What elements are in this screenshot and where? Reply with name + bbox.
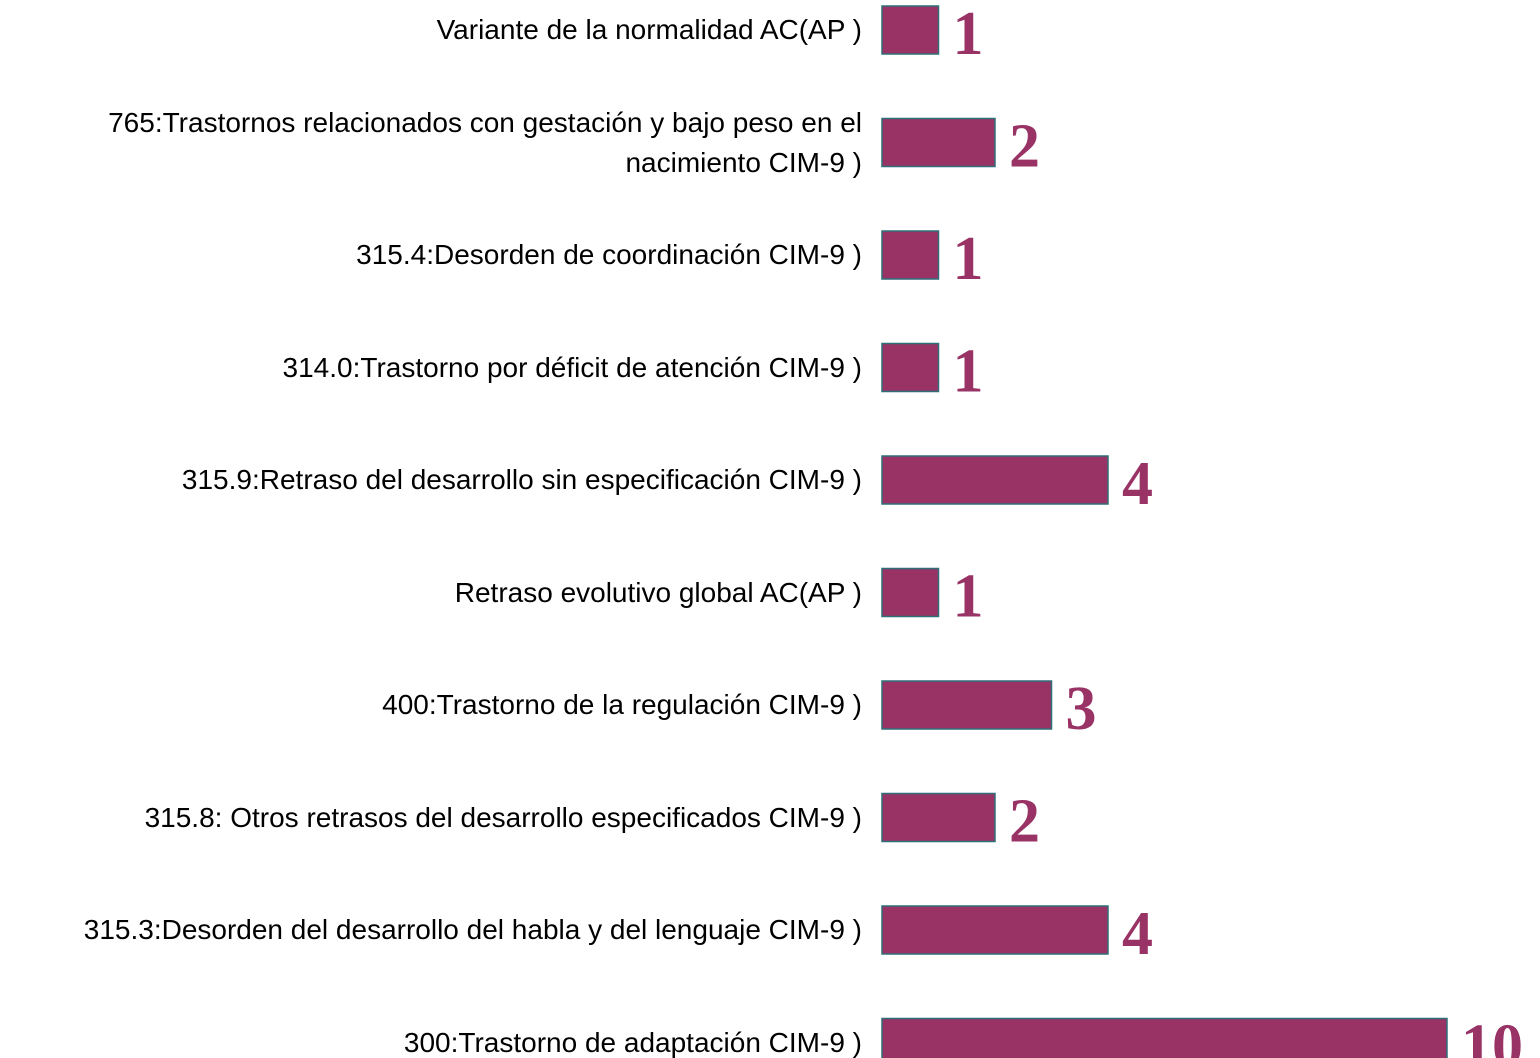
category-text: 765:Trastornos relacionados con gestació… <box>108 106 862 178</box>
category-label: 300:Trastorno de adaptación CIM-9 ) <box>0 998 862 1058</box>
category-label: 315.9:Retraso del desarrollo sin especif… <box>0 435 862 525</box>
value-label: 10 <box>1461 1013 1523 1058</box>
category-text: 400:Trastorno de la regulación CIM-9 ) <box>382 689 862 720</box>
category-text: 315.9:Retraso del desarrollo sin especif… <box>181 464 862 495</box>
bar <box>881 1017 1448 1058</box>
category-label: 400:Trastorno de la regulación CIM-9 ) <box>0 660 862 750</box>
category-text: 315.3:Desorden del desarrollo del habla … <box>83 914 862 945</box>
bar <box>881 117 996 168</box>
category-label: Variante de la normalidad AC(AP ) <box>0 0 862 75</box>
category-label: 315.3:Desorden del desarrollo del habla … <box>0 885 862 975</box>
category-label: 314.0:Trastorno por déficit de atención … <box>0 323 862 413</box>
bar <box>881 680 1053 730</box>
bar <box>881 455 1109 505</box>
value-label: 2 <box>1009 113 1040 181</box>
category-label: Retraso evolutivo global AC(AP ) <box>0 548 862 638</box>
bar <box>881 230 940 280</box>
category-text: 314.0:Trastorno por déficit de atención … <box>282 351 862 383</box>
value-label: 1 <box>953 225 984 293</box>
bar <box>881 567 940 618</box>
bar <box>881 342 940 393</box>
category-label: 315.4:Desorden de coordinación CIM-9 ) <box>0 210 862 300</box>
value-label: 2 <box>1009 788 1040 856</box>
bar <box>881 5 940 55</box>
category-text: 315.4:Desorden de coordinación CIM-9 ) <box>356 239 862 270</box>
bar <box>881 905 1109 955</box>
value-label: 1 <box>953 563 984 631</box>
category-text: 300:Trastorno de adaptación CIM-9 ) <box>403 1026 862 1058</box>
category-text: 315.8: Otros retrasos del desarrollo esp… <box>144 801 862 833</box>
bar <box>881 792 996 843</box>
category-label: 765:Trastornos relacionados con gestació… <box>0 98 862 188</box>
category-text: Retraso evolutivo global AC(AP ) <box>454 576 862 608</box>
category-label: 315.8: Otros retrasos del desarrollo esp… <box>0 773 862 863</box>
value-label: 3 <box>1066 675 1097 743</box>
value-label: 4 <box>1122 900 1153 968</box>
value-label: 1 <box>953 0 984 68</box>
value-label: 4 <box>1122 450 1153 518</box>
value-label: 1 <box>953 338 984 406</box>
category-text: Variante de la normalidad AC(AP ) <box>436 14 862 45</box>
